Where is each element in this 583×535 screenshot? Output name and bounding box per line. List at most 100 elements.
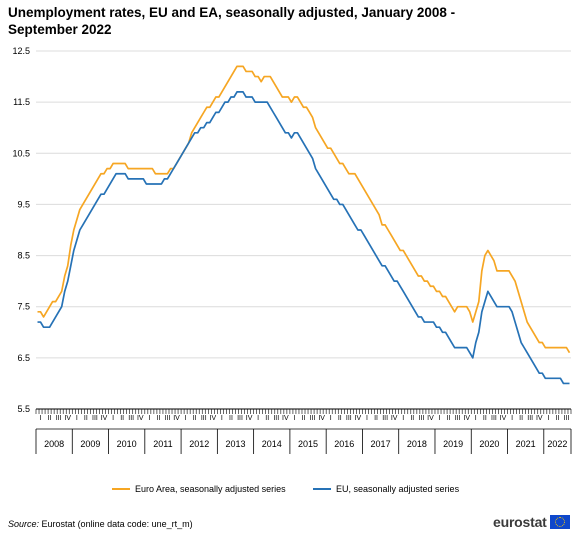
quarter-tick-label: II <box>447 415 451 422</box>
y-tick-label: 8.5 <box>17 251 30 261</box>
year-label: 2016 <box>334 439 354 449</box>
quarter-tick-label: I <box>511 415 513 422</box>
quarter-tick-label: III <box>56 415 62 422</box>
quarter-tick-label: I <box>402 415 404 422</box>
quarter-tick-label: II <box>302 415 306 422</box>
year-label: 2021 <box>516 439 536 449</box>
y-axis-tick-labels: 12.5 11.5 10.5 9.5 8.5 7.5 6.5 5.5 <box>12 46 30 414</box>
year-label: 2013 <box>225 439 245 449</box>
quarter-tick-label: IV <box>318 415 325 422</box>
source-text: Eurostat (online data code: une_rt_m) <box>41 519 193 529</box>
quarter-tick-label: IV <box>173 415 180 422</box>
quarter-tick-label: IV <box>536 415 543 422</box>
quarter-tick-label: II <box>483 415 487 422</box>
legend-label-euro-area: Euro Area, seasonally adjusted series <box>135 484 286 494</box>
quarter-tick-label: I <box>40 415 42 422</box>
quarter-tick-label: I <box>257 415 259 422</box>
quarter-tick-label: I <box>366 415 368 422</box>
year-label: 2014 <box>262 439 282 449</box>
quarter-tick-label: I <box>148 415 150 422</box>
quarter-tick-label: IV <box>210 415 217 422</box>
quarter-tick-label: II <box>555 415 559 422</box>
year-label: 2018 <box>407 439 427 449</box>
quarter-tick-label: II <box>156 415 160 422</box>
quarter-tick-label: II <box>265 415 269 422</box>
line-chart: 12.511.510.59.58.57.56.55.5 I II III IV I II I… <box>12 46 572 454</box>
quarter-tick-label: III <box>564 415 570 422</box>
series-line-eu <box>37 91 570 385</box>
year-label: 2011 <box>153 439 172 449</box>
quarter-tick-label: III <box>237 415 243 422</box>
quarter-tick-label: I <box>439 415 441 422</box>
quarter-tick-label: I <box>112 415 114 422</box>
y-tick-label: 10.5 <box>12 148 30 158</box>
source-label: Source: <box>8 519 40 529</box>
quarter-tick-label: IV <box>64 415 71 422</box>
quarter-tick-label: I <box>547 415 549 422</box>
quarter-tick-label: I <box>185 415 187 422</box>
quarter-tick-label: III <box>455 415 461 422</box>
quarter-tick-label: III <box>346 415 352 422</box>
legend-label-eu: EU, seasonally adjusted series <box>336 484 460 494</box>
quarter-tick-label: II <box>410 415 414 422</box>
series-line-ea <box>37 65 571 354</box>
quarter-tick-label: I <box>76 415 78 422</box>
quarter-tick-label: II <box>519 415 523 422</box>
x-axis: I II III IV I II III IV I II III IV I II III IV I II III IV… <box>35 408 572 454</box>
quarter-tick-label: IV <box>101 415 108 422</box>
legend-item-eu: EU, seasonally adjusted series <box>313 484 459 494</box>
quarter-tick-label: II <box>338 415 342 422</box>
year-label: 2008 <box>44 439 64 449</box>
quarter-tick-label: II <box>374 415 378 422</box>
y-tick-label: 11.5 <box>13 97 30 107</box>
quarter-tick-label: I <box>221 415 223 422</box>
quarter-tick-label: II <box>193 415 197 422</box>
year-label: 2010 <box>117 439 137 449</box>
quarter-tick-label: IV <box>137 415 144 422</box>
quarter-tick-label: III <box>92 415 98 422</box>
grid-lines <box>36 50 571 359</box>
quarter-tick-label: III <box>165 415 171 422</box>
quarter-tick-label: III <box>382 415 388 422</box>
y-tick-label: 6.5 <box>17 353 30 363</box>
quarter-tick-label: III <box>310 415 316 422</box>
y-tick-label: 9.5 <box>17 199 30 209</box>
quarter-tick-label: III <box>273 415 279 422</box>
quarter-tick-label: IV <box>282 415 289 422</box>
legend-swatch-euro-area <box>112 488 130 490</box>
year-label: 2020 <box>479 439 499 449</box>
year-label: 2022 <box>547 439 567 449</box>
logo-text: eurostat <box>493 514 547 530</box>
quarter-tick-label: III <box>491 415 497 422</box>
quarter-tick-label: III <box>128 415 134 422</box>
chart-title-line-2: September 2022 <box>8 22 112 37</box>
quarter-tick-label: II <box>84 415 88 422</box>
y-tick-label: 12.5 <box>12 46 30 56</box>
quarter-tick-label: IV <box>391 415 398 422</box>
quarter-tick-label: IV <box>463 415 470 422</box>
quarter-tick-label: III <box>201 415 207 422</box>
chart-title: Unemployment rates, EU and EA, seasonall… <box>8 4 568 38</box>
eurostat-logo: eurostat <box>493 514 570 530</box>
source-note: Source: Eurostat (online data code: une_… <box>8 519 193 529</box>
quarter-tick-label: I <box>330 415 332 422</box>
chart-title-line-1: Unemployment rates, EU and EA, seasonall… <box>8 5 456 20</box>
y-tick-label: 7.5 <box>17 302 30 312</box>
quarter-tick-label: IV <box>427 415 434 422</box>
quarter-tick-label: II <box>48 415 52 422</box>
quarter-tick-label: II <box>229 415 233 422</box>
year-label: 2015 <box>298 439 318 449</box>
legend: Euro Area, seasonally adjusted series EU… <box>0 484 583 502</box>
year-label: 2012 <box>189 439 209 449</box>
quarter-tick-label: II <box>120 415 124 422</box>
quarter-tick-label: I <box>475 415 477 422</box>
quarter-tick-label: III <box>418 415 424 422</box>
quarter-tick-label: I <box>293 415 295 422</box>
y-tick-label: 5.5 <box>17 404 30 414</box>
year-label: 2019 <box>443 439 463 449</box>
legend-swatch-eu <box>313 488 331 490</box>
quarter-tick-label: IV <box>355 415 362 422</box>
year-label: 2009 <box>80 439 100 449</box>
quarter-tick-label: IV <box>500 415 507 422</box>
eu-flag-icon <box>549 515 570 529</box>
